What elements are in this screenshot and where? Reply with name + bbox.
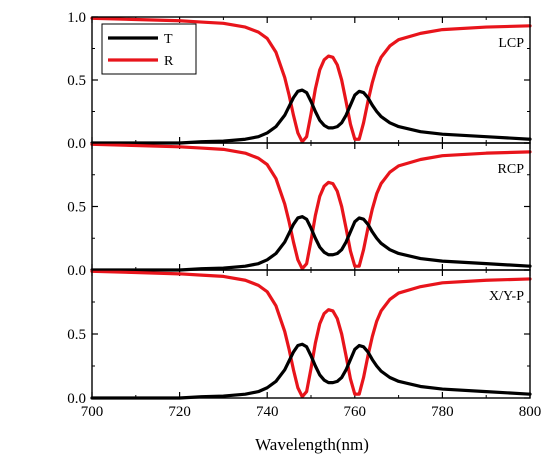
legend-label-R: R bbox=[164, 54, 174, 69]
panel-1: 0.0 0.5 RCP bbox=[67, 142, 532, 279]
panel-label: X/Y-P bbox=[489, 289, 524, 304]
legend: TR bbox=[101, 23, 197, 75]
y-tick-label: 0.5 bbox=[67, 327, 86, 343]
y-tick-label: 0.5 bbox=[67, 200, 86, 216]
x-axis: 700 720 740 760 780 800 bbox=[81, 404, 542, 420]
series-line-T bbox=[90, 342, 532, 400]
series-line-R bbox=[90, 142, 532, 271]
series-line-T bbox=[90, 88, 532, 145]
series-line-R bbox=[90, 16, 532, 144]
chart-panels: 0.0 0.5 1.0 LCP 0.0 0.5 RCP 0.0 0.5 X/Y-P bbox=[67, 10, 532, 407]
x-tick-label: 800 bbox=[519, 404, 542, 420]
legend-box bbox=[101, 23, 197, 75]
y-tick-label: 0.0 bbox=[67, 263, 86, 279]
series-line-R bbox=[90, 269, 532, 399]
legend-label-T: T bbox=[164, 32, 173, 47]
panel-label: RCP bbox=[498, 162, 525, 177]
panel-0: 0.0 0.5 1.0 LCP bbox=[67, 10, 532, 152]
panel-2: 0.0 0.5 X/Y-P bbox=[67, 269, 532, 407]
panel-label: LCP bbox=[498, 36, 524, 51]
x-axis-title: Wavelength(nm) bbox=[255, 435, 369, 454]
x-tick-label: 700 bbox=[81, 404, 104, 420]
y-tick-label: 1.0 bbox=[67, 10, 86, 26]
y-tick-label: 0.5 bbox=[67, 73, 86, 89]
x-tick-label: 720 bbox=[168, 404, 191, 420]
x-tick-label: 780 bbox=[431, 404, 454, 420]
series-line-T bbox=[90, 215, 532, 272]
panel-frame bbox=[91, 142, 531, 271]
y-tick-label: 0.0 bbox=[67, 391, 86, 407]
panel-frame bbox=[91, 269, 531, 399]
x-tick-label: 740 bbox=[256, 404, 279, 420]
y-tick-label: 0.0 bbox=[67, 136, 86, 152]
x-tick-label: 760 bbox=[344, 404, 367, 420]
